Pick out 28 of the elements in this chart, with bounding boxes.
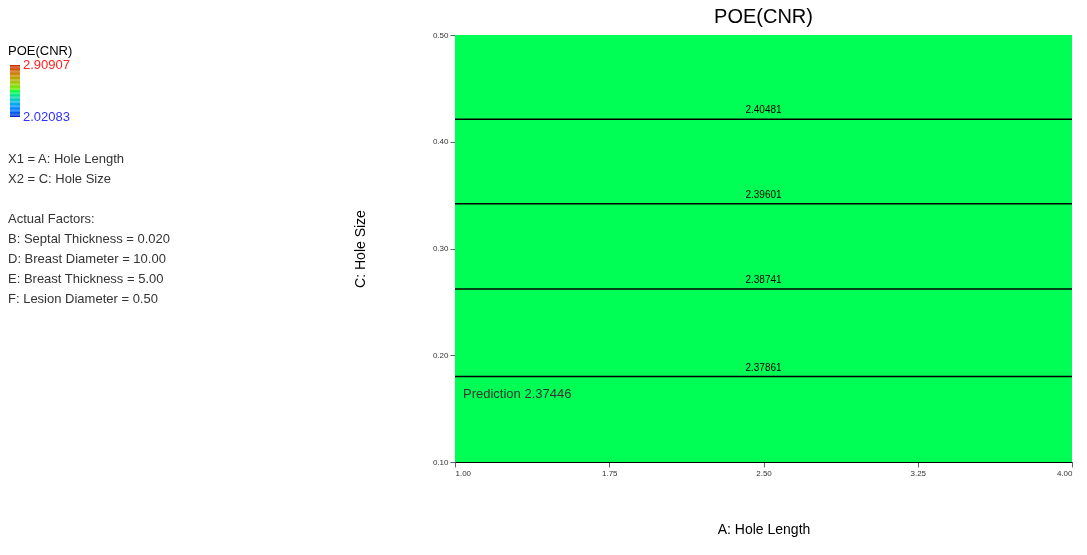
series-label: 2.40481: [745, 104, 783, 116]
series-label: 2.37861: [745, 361, 783, 373]
x-tick-label: 4.00: [1056, 468, 1074, 478]
y-tick-label: 0.30: [432, 244, 450, 253]
text: B: Septal Thickness = 0.020: [8, 231, 170, 246]
series-label: 2.38741: [745, 274, 783, 286]
text: E: Breast Thickness = 5.00: [8, 271, 164, 286]
text: X2 = C: Hole Size: [8, 171, 111, 186]
color-bar-label: 2.02083: [23, 109, 70, 124]
x-tick-label: 1.00: [455, 468, 472, 478]
text: X1 = A: Hole Length: [8, 151, 125, 166]
annotation: Prediction 2.37446: [463, 386, 572, 401]
color-bar-title: POE(CNR): [8, 43, 73, 58]
x-tick-label: 1.75: [601, 468, 619, 478]
y-tick-label: 0.40: [432, 137, 450, 147]
x-tick-label: 2.50: [756, 468, 773, 478]
y-tick-label: 0.50: [432, 30, 450, 40]
color-bar-label: 2.90907: [23, 57, 70, 72]
x-axis-title: A: Hole Length: [717, 520, 811, 537]
text: Actual Factors:: [8, 211, 95, 226]
chart-title: POE(CNR): [714, 5, 813, 27]
x-tick-label: 3.25: [910, 468, 927, 478]
text: F: Lesion Diameter = 0.50: [8, 291, 158, 306]
y-tick-label: 0.10: [432, 457, 450, 467]
y-axis-title: C: Hole Size: [351, 209, 368, 288]
y-tick-label: 0.20: [432, 350, 450, 360]
series-label: 2.39601: [745, 188, 783, 200]
text: D: Breast Diameter = 10.00: [8, 251, 166, 266]
